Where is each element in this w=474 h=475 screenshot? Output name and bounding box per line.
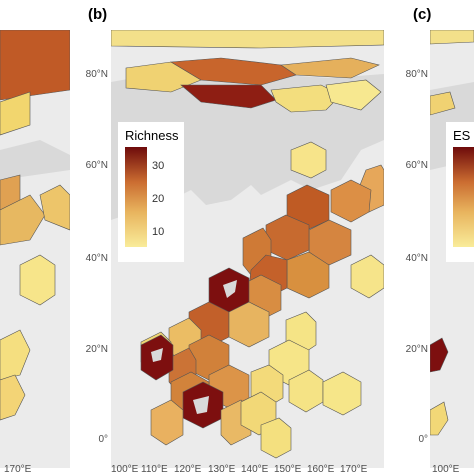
hex-cell (180, 84, 277, 109)
lat-tick-label: 60°N (85, 160, 108, 171)
hex-cell (0, 30, 70, 101)
hex-cell (0, 329, 31, 381)
hex-cell (325, 79, 382, 111)
legend-richness: Richness 30 20 10 (118, 122, 184, 262)
hex-cell (430, 30, 474, 45)
legend-title: ES (453, 128, 471, 143)
land-region (223, 280, 237, 298)
hex-cell (19, 254, 56, 306)
lat-tick-label: 40°N (85, 253, 108, 264)
hex-cell (150, 399, 184, 446)
lon-tick-label: 150°E (274, 464, 302, 475)
hex-cell (270, 84, 342, 113)
hex-cell (430, 401, 449, 436)
lon-tick-label: 110°E (141, 464, 168, 475)
hex-cell (280, 57, 380, 79)
legend-title: Richness (125, 128, 179, 143)
hex-cell (0, 194, 46, 246)
legend-color-bar (453, 147, 474, 247)
hex-cell (322, 371, 362, 416)
lat-tick-label: 60°N (405, 160, 428, 171)
land-region (193, 396, 209, 414)
lat-tick-label: 20°N (85, 344, 108, 355)
panel-label-c: (c) (413, 6, 432, 23)
hex-cell (39, 184, 70, 231)
map-panel-a (0, 30, 70, 468)
panel-label-b: (b) (88, 6, 108, 23)
hex-cell (330, 179, 372, 223)
lon-tick-label: 170°E (4, 464, 32, 475)
lat-tick-label: 0° (418, 434, 428, 445)
hex-cell (350, 254, 384, 299)
lon-tick-label: 170°E (340, 464, 368, 475)
map-a-svg (0, 30, 70, 468)
hex-cell (111, 30, 384, 49)
hex-cell (0, 374, 26, 421)
hex-cell (290, 141, 327, 179)
lon-tick-label: 140°E (241, 464, 269, 475)
lat-tick-label: 80°N (405, 69, 428, 80)
legend-color-bar (125, 147, 147, 247)
lon-tick-label: 100°E (111, 464, 139, 475)
lat-tick-label: 0° (98, 434, 108, 445)
lon-tick-label: 120°E (174, 464, 202, 475)
legend-c: ES (446, 122, 474, 262)
lon-tick-label: 100°E (432, 464, 460, 475)
lat-tick-label: 80°N (85, 69, 108, 80)
lon-tick-label: 130°E (208, 464, 236, 475)
hex-cell (260, 417, 292, 459)
hex-cell (430, 337, 449, 373)
land-region (151, 348, 163, 362)
lat-tick-label: 40°N (405, 253, 428, 264)
hex-cell (228, 301, 270, 348)
legend-tick-label: 20 (152, 193, 165, 205)
lon-tick-label: 160°E (307, 464, 335, 475)
legend-tick-label: 10 (152, 226, 165, 238)
hex-cell (0, 91, 31, 136)
land-region (0, 140, 70, 180)
lat-tick-label: 20°N (405, 344, 428, 355)
legend-tick-label: 30 (152, 160, 165, 172)
hex-cell (430, 91, 456, 116)
